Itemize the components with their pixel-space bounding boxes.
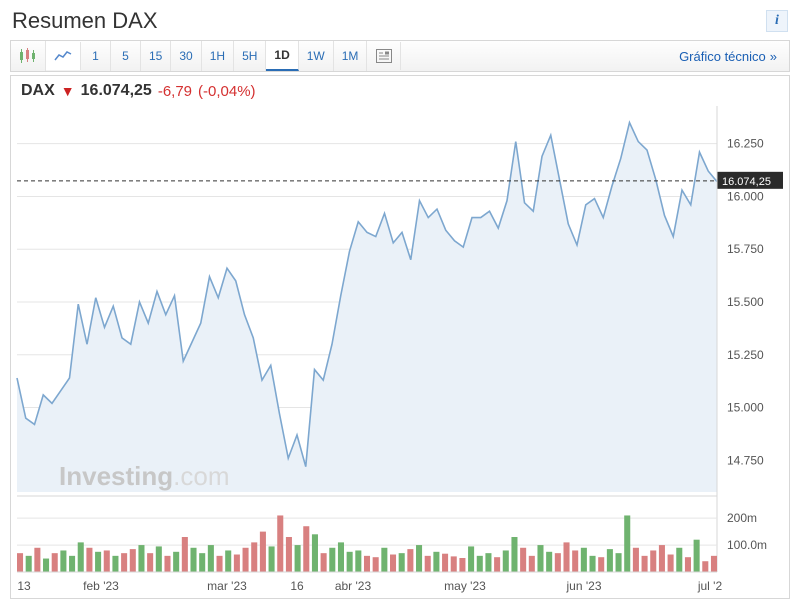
svg-text:jul '2: jul '2 (697, 579, 723, 593)
svg-text:feb '23: feb '23 (83, 579, 119, 593)
svg-text:mar '23: mar '23 (207, 579, 247, 593)
info-icon[interactable]: i (766, 10, 788, 32)
price-value: 16.074,25 (81, 82, 152, 100)
candlestick-button[interactable] (11, 41, 46, 71)
technical-chart-link[interactable]: Gráfico técnico » (667, 49, 789, 64)
svg-text:15.500: 15.500 (727, 295, 764, 309)
line-chart-button[interactable] (46, 42, 81, 70)
interval-1D[interactable]: 1D (266, 41, 298, 71)
change-pct: (-0,04%) (198, 83, 256, 100)
technical-chart-label: Gráfico técnico (679, 49, 766, 64)
page-title: Resumen DAX (12, 8, 158, 34)
svg-text:15.000: 15.000 (727, 401, 764, 415)
quote-line: DAX ▼ 16.074,25 -6,79 (-0,04%) (11, 76, 789, 100)
svg-text:200m: 200m (727, 511, 757, 525)
price-volume-chart[interactable]: 14.750 15.000 15.250 15.500 15.750 16.000 16.2… (11, 100, 787, 598)
news-toggle-button[interactable] (367, 42, 401, 70)
interval-1W[interactable]: 1W (299, 41, 334, 71)
svg-text:14.750: 14.750 (727, 453, 764, 467)
svg-text:16.250: 16.250 (727, 137, 764, 151)
svg-text:15.750: 15.750 (727, 242, 764, 256)
interval-30[interactable]: 30 (171, 41, 201, 71)
chart-toolbar: 1515301H5H1D1W1M Gráfico técnico » (10, 40, 790, 72)
chevron-right-icon: » (770, 49, 777, 64)
interval-1[interactable]: 1 (81, 41, 111, 71)
symbol-label: DAX (21, 82, 55, 100)
chart-frame: DAX ▼ 16.074,25 -6,79 (-0,04%) 14.750 15.… (10, 75, 790, 599)
svg-text:15.250: 15.250 (727, 348, 764, 362)
watermark-brand: Investing (59, 461, 173, 491)
interval-1H[interactable]: 1H (202, 41, 234, 71)
svg-text:16: 16 (290, 579, 304, 593)
interval-5[interactable]: 5 (111, 41, 141, 71)
svg-text:100.0m: 100.0m (727, 538, 767, 552)
interval-1M[interactable]: 1M (334, 41, 368, 71)
interval-5H[interactable]: 5H (234, 41, 266, 71)
watermark: Investing.com (59, 461, 229, 492)
svg-text:jun '23: jun '23 (566, 579, 602, 593)
svg-text:may '23: may '23 (444, 579, 486, 593)
watermark-suffix: .com (173, 461, 229, 491)
interval-15[interactable]: 15 (141, 41, 171, 71)
svg-text:16.000: 16.000 (727, 189, 764, 203)
change-abs: -6,79 (158, 83, 192, 100)
svg-text:13: 13 (17, 579, 31, 593)
svg-text:abr '23: abr '23 (335, 579, 372, 593)
direction-arrow-icon: ▼ (61, 83, 75, 99)
svg-text:16.074,25: 16.074,25 (722, 176, 771, 188)
